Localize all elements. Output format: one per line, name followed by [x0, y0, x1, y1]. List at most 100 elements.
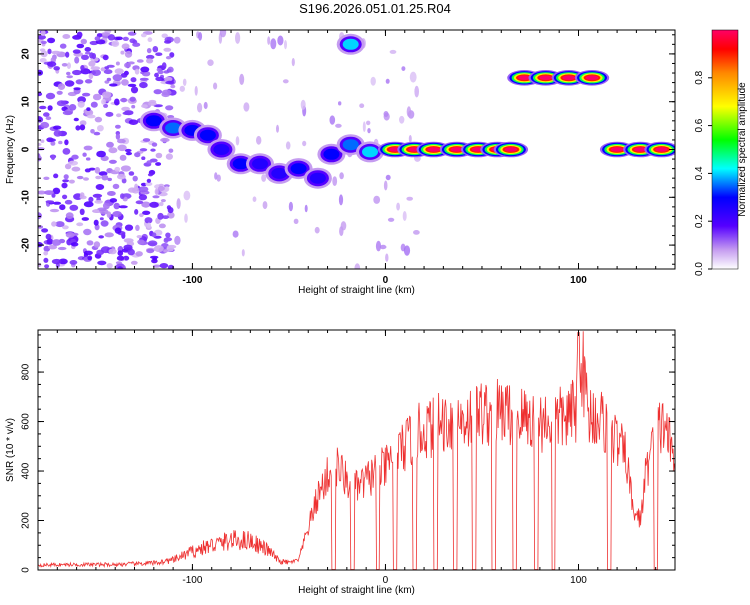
noise-blob: [158, 223, 166, 229]
noise-blob: [402, 211, 407, 221]
noise-blob: [90, 66, 101, 71]
noise-blob: [57, 246, 67, 251]
noise-blob: [285, 141, 291, 150]
noise-blob: [142, 138, 151, 142]
noise-blob: [288, 201, 293, 212]
ridge-layer: [323, 148, 340, 160]
noise-blob: [399, 115, 405, 124]
noise-blob: [90, 101, 98, 108]
noise-blob: [198, 32, 203, 41]
noise-blob: [131, 104, 136, 109]
noise-blob: [71, 154, 79, 160]
noise-blob: [117, 173, 126, 180]
noise-blob: [105, 200, 111, 204]
noise-blob: [95, 184, 105, 190]
ridge-point: [356, 141, 384, 163]
noise-blob: [93, 219, 99, 226]
noise-blob: [139, 213, 144, 218]
noise-blob: [39, 58, 47, 63]
noise-blob: [413, 230, 420, 235]
noise-blob: [40, 30, 46, 36]
noise-blob: [72, 69, 82, 76]
noise-blob: [122, 36, 129, 42]
noise-blob: [88, 196, 94, 203]
colorbar: 0.0 0.2 0.4 0.6 0.8 Normalized spectral ampli…: [694, 29, 748, 276]
noise-blob: [138, 194, 148, 201]
noise-blob: [235, 136, 240, 146]
noise-blob: [124, 224, 134, 231]
noise-blob: [107, 177, 112, 182]
noise-blob: [232, 230, 239, 238]
noise-blob: [98, 235, 104, 239]
y-tick-label: 0: [21, 146, 32, 152]
noise-blob: [45, 116, 52, 121]
ridge-point: [207, 139, 236, 160]
noise-blob: [261, 174, 267, 182]
noise-blob: [130, 86, 139, 94]
noise-blob: [104, 80, 110, 84]
noise-blob: [80, 38, 88, 45]
noise-blob: [165, 153, 173, 160]
noise-blob: [83, 250, 93, 256]
noise-blob: [340, 221, 347, 231]
noise-blob: [43, 176, 50, 180]
noise-blob: [155, 52, 163, 56]
noise-blob: [65, 232, 75, 238]
noise-blob: [147, 240, 158, 247]
noise-blob: [152, 264, 161, 268]
noise-blob: [109, 83, 118, 87]
noise-blob: [102, 91, 112, 99]
ridge-layer: [362, 146, 378, 158]
noise-blob: [94, 200, 103, 204]
noise-blob: [69, 260, 78, 265]
ridge-point: [574, 70, 610, 86]
noise-blob: [72, 49, 81, 54]
noise-blob: [176, 198, 181, 210]
noise-blob: [135, 251, 143, 257]
noise-blob: [213, 82, 218, 90]
noise-blob: [262, 201, 268, 210]
noise-blob: [59, 43, 67, 49]
noise-blob: [147, 173, 154, 177]
noise-blob: [62, 110, 73, 116]
noise-blob: [300, 99, 306, 110]
noise-blob: [83, 145, 93, 151]
x-tick-label: 100: [570, 275, 587, 286]
x-axis-label: Height of straight line (km): [298, 285, 415, 296]
noise-blob: [160, 199, 166, 203]
noise-blob: [64, 163, 72, 170]
noise-blob: [373, 195, 381, 204]
colorbar-tick-label: 0.4: [694, 166, 705, 180]
noise-blob: [52, 187, 61, 195]
noise-blob: [134, 152, 141, 158]
noise-blob: [129, 96, 136, 102]
noise-blob: [157, 212, 164, 220]
noise-blob: [117, 138, 126, 144]
noise-blob: [139, 82, 148, 89]
noise-blob: [53, 173, 59, 179]
noise-blob: [70, 242, 79, 247]
y-tick-label: 10: [21, 96, 32, 108]
noise-blob: [130, 260, 138, 265]
y-tick-label: 0: [21, 567, 32, 573]
snr-panel: -100 0 100 0 200 400 600 800 Height of straight …: [5, 329, 676, 596]
noise-blob: [359, 103, 365, 108]
noise-blob: [141, 201, 151, 208]
ridge-point: [493, 141, 529, 158]
noise-blob: [113, 202, 120, 210]
noise-blob: [47, 37, 56, 44]
noise-blob: [241, 249, 245, 257]
noise-blob: [82, 152, 87, 157]
snr-series-line: [38, 331, 675, 570]
noise-blob: [406, 196, 414, 201]
noise-blob: [106, 77, 112, 82]
x-tick-label: 100: [570, 575, 587, 586]
noise-blob: [302, 140, 307, 147]
noise-blob: [154, 188, 159, 195]
ridge-layer: [145, 115, 162, 127]
snr-plot-area: [38, 331, 675, 570]
noise-blob: [47, 105, 53, 111]
noise-blob: [100, 220, 109, 227]
noise-blob: [118, 205, 128, 209]
